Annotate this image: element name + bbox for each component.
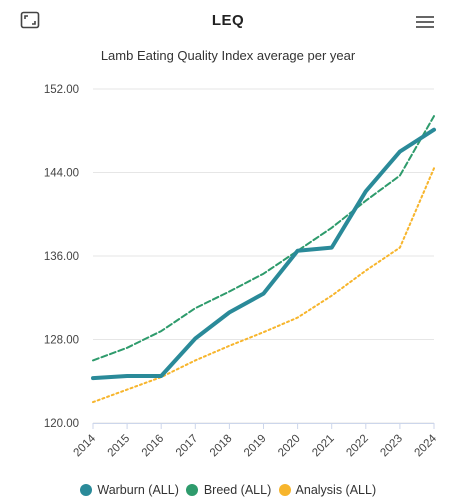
data-point-analysis[interactable] xyxy=(292,312,304,324)
y-tick-label: 120.00 xyxy=(44,418,79,430)
data-point-analysis[interactable] xyxy=(394,242,406,254)
data-point-warburn[interactable] xyxy=(326,242,338,254)
data-point-warburn[interactable] xyxy=(394,146,406,158)
y-tick-label: 144.00 xyxy=(44,168,79,180)
data-point-breed[interactable] xyxy=(258,268,270,280)
legend-label-breed: Breed (ALL) xyxy=(203,483,272,497)
x-tick-label: 2019 xyxy=(242,433,269,460)
chart-legend: Warburn (ALL) Breed (ALL) Analysis (ALL) xyxy=(0,483,456,497)
data-point-breed[interactable] xyxy=(155,325,167,337)
x-tick-label: 2014 xyxy=(72,432,99,459)
data-point-breed[interactable] xyxy=(428,110,440,122)
chart-widget-title: LEQ xyxy=(211,12,245,29)
data-point-breed[interactable] xyxy=(87,354,99,366)
series-line-analysis xyxy=(92,167,435,404)
data-point-analysis[interactable] xyxy=(428,162,440,174)
data-point-breed[interactable] xyxy=(189,302,201,314)
y-tick-label: 128.00 xyxy=(44,335,79,347)
legend-marker-warburn xyxy=(79,484,92,496)
x-tick-label: 2015 xyxy=(106,433,133,460)
data-point-warburn[interactable] xyxy=(258,288,270,300)
data-point-warburn[interactable] xyxy=(155,370,167,382)
legend-marker-breed xyxy=(186,484,199,496)
series-line-warburn xyxy=(91,127,436,381)
series-line-breed xyxy=(92,115,435,362)
legend-item-warburn[interactable]: Warburn (ALL) xyxy=(79,483,179,497)
legend-marker-analysis xyxy=(278,484,291,496)
x-tick-label: 2021 xyxy=(310,433,337,460)
data-point-analysis[interactable] xyxy=(258,326,270,338)
data-point-breed[interactable] xyxy=(394,170,406,182)
legend-label-warburn: Warburn (ALL) xyxy=(97,483,179,497)
data-point-warburn[interactable] xyxy=(292,245,304,257)
data-point-breed[interactable] xyxy=(121,342,133,354)
chart-title: Lamb Eating Quality Index average per ye… xyxy=(100,48,356,63)
data-point-warburn[interactable] xyxy=(121,370,133,382)
x-tick-label: 2024 xyxy=(413,432,440,459)
data-point-analysis[interactable] xyxy=(87,396,99,408)
x-tick-label: 2020 xyxy=(276,433,303,460)
x-tick-label: 2022 xyxy=(344,433,371,460)
data-point-warburn[interactable] xyxy=(223,306,235,318)
x-tick-label: 2017 xyxy=(174,433,201,460)
x-tick-label: 2018 xyxy=(208,433,235,460)
data-point-warburn[interactable] xyxy=(428,124,440,136)
data-point-analysis[interactable] xyxy=(121,384,133,396)
data-point-breed[interactable] xyxy=(326,222,338,234)
data-point-analysis[interactable] xyxy=(360,265,372,277)
data-point-warburn[interactable] xyxy=(189,332,201,344)
data-point-warburn[interactable] xyxy=(360,185,372,197)
data-point-warburn[interactable] xyxy=(87,372,99,384)
data-point-analysis[interactable] xyxy=(326,290,338,302)
chart-header: LEQ xyxy=(0,0,456,44)
legend-label-analysis: Analysis (ALL) xyxy=(295,483,377,497)
x-tick-label: 2023 xyxy=(378,433,405,460)
data-point-breed[interactable] xyxy=(223,285,235,297)
x-tick-label: 2016 xyxy=(140,433,167,460)
expand-icon[interactable] xyxy=(20,11,40,29)
y-tick-label: 152.00 xyxy=(44,84,79,96)
legend-item-analysis[interactable]: Analysis (ALL) xyxy=(278,483,377,497)
data-point-analysis[interactable] xyxy=(223,340,235,352)
data-point-analysis[interactable] xyxy=(189,354,201,366)
hamburger-menu-icon[interactable] xyxy=(414,13,436,31)
legend-item-breed[interactable]: Breed (ALL) xyxy=(186,483,271,497)
y-tick-label: 136.00 xyxy=(44,251,79,263)
